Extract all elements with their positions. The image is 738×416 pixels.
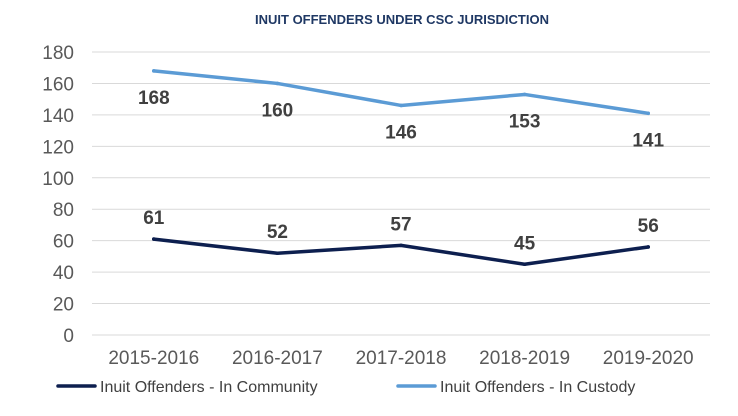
data-point — [152, 237, 156, 241]
x-tick-label: 2019-2020 — [603, 348, 694, 369]
x-tick-label: 2017-2018 — [356, 348, 447, 369]
data-point — [646, 111, 650, 116]
gridlines — [92, 51, 710, 336]
y-tick-label: 180 — [42, 43, 74, 64]
x-axis: 2015-2016 2016-2017 2017-2018 2018-2019 2019… — [108, 348, 693, 369]
legend-label: Inuit Offenders - In Custody — [440, 379, 635, 396]
data-label: 153 — [509, 111, 541, 132]
y-tick-label: 100 — [42, 169, 74, 190]
data-labels: 61 52 57 45 56 168 160 146 153 141 — [138, 88, 665, 254]
x-tick-label: 2018-2019 — [479, 348, 570, 369]
y-tick-label: 20 — [53, 295, 74, 316]
data-point — [522, 262, 527, 267]
y-tick-label: 120 — [42, 137, 74, 158]
data-label: 146 — [385, 122, 417, 143]
data-label: 61 — [143, 208, 165, 229]
data-point — [399, 103, 403, 108]
y-tick-label: 160 — [42, 74, 74, 95]
data-label: 52 — [267, 222, 288, 243]
y-tick-label: 140 — [42, 106, 74, 127]
y-tick-label: 40 — [53, 263, 74, 284]
series-group — [152, 69, 650, 267]
legend-label: Inuit Offenders - In Community — [100, 379, 318, 396]
data-point — [275, 251, 280, 256]
data-point — [275, 81, 280, 86]
data-label: 168 — [138, 88, 170, 109]
data-point — [522, 92, 527, 97]
x-tick-label: 2015-2016 — [108, 348, 199, 369]
data-label: 141 — [632, 130, 664, 151]
data-label: 56 — [638, 216, 659, 237]
data-point — [399, 243, 403, 248]
legend: Inuit Offenders - In Community Inuit Offe… — [56, 379, 635, 396]
y-tick-label: 60 — [53, 232, 74, 253]
y-tick-label: 80 — [53, 200, 74, 221]
data-label: 160 — [262, 100, 294, 121]
data-label: 57 — [390, 214, 411, 235]
x-tick-label: 2016-2017 — [232, 348, 323, 369]
y-tick-label: 0 — [63, 326, 74, 347]
series-line-0 — [152, 237, 650, 266]
chart-title: INUIT OFFENDERS UNDER CSC JURISDICTION — [255, 12, 549, 27]
data-point — [646, 245, 650, 249]
data-point — [152, 69, 156, 73]
data-label: 45 — [514, 233, 536, 254]
y-axis: 0 20 40 60 80 100 120 140 160 180 — [42, 43, 74, 347]
